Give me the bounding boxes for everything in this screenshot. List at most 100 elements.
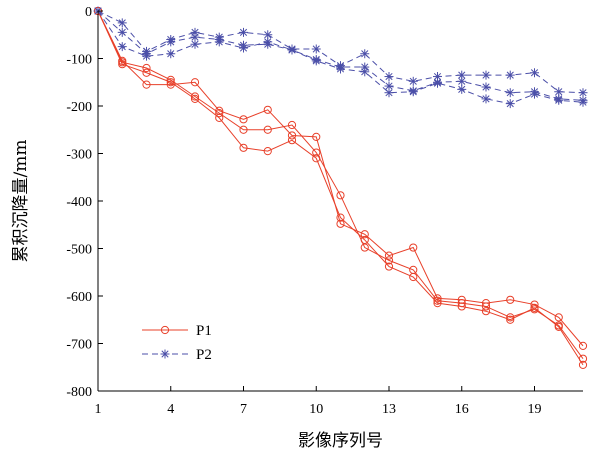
data-point xyxy=(117,27,127,37)
data-point xyxy=(481,82,491,92)
data-point xyxy=(190,39,200,49)
legend-marker xyxy=(160,349,170,359)
data-point xyxy=(287,131,297,140)
x-tick-label: 16 xyxy=(455,402,469,417)
x-tick-label: 4 xyxy=(167,402,174,417)
legend-entry-p1: P1 xyxy=(142,323,212,339)
data-point xyxy=(166,37,176,47)
legend-label: P2 xyxy=(196,347,212,363)
y-tick-label: -200 xyxy=(66,100,92,115)
data-point xyxy=(481,302,491,311)
y-tick-label: -500 xyxy=(66,243,92,258)
data-point xyxy=(239,125,248,134)
data-point xyxy=(142,63,151,73)
data-point xyxy=(239,27,248,37)
data-point xyxy=(433,296,442,305)
data-point xyxy=(214,37,224,47)
data-point xyxy=(360,49,370,59)
data-point xyxy=(190,32,200,42)
data-point xyxy=(142,51,151,61)
data-point xyxy=(433,78,442,88)
y-tick-label: -800 xyxy=(66,385,92,400)
legend: P1 P2 xyxy=(142,323,212,363)
y-tick-label: 0 xyxy=(85,5,92,20)
data-point xyxy=(239,43,248,53)
data-point xyxy=(190,94,200,103)
data-point xyxy=(457,84,467,94)
data-point xyxy=(312,154,321,163)
data-point xyxy=(481,70,491,80)
x-axis-title: 影像序列号 xyxy=(298,431,383,451)
y-tick-label: -300 xyxy=(66,148,92,163)
plot-area xyxy=(93,6,588,369)
data-point xyxy=(457,70,467,80)
data-point xyxy=(433,294,442,303)
x-tick-label: 10 xyxy=(309,402,323,417)
data-point xyxy=(505,99,515,109)
data-point xyxy=(336,213,345,222)
y-tick-label: -100 xyxy=(66,53,92,68)
data-point xyxy=(506,295,515,304)
data-point xyxy=(384,251,394,260)
data-point xyxy=(117,18,127,28)
data-point xyxy=(530,68,539,78)
series-line xyxy=(97,10,584,347)
data-point xyxy=(287,120,297,130)
data-point xyxy=(263,147,272,156)
data-point xyxy=(578,360,588,369)
data-point xyxy=(554,322,563,331)
data-point xyxy=(384,72,394,82)
data-point xyxy=(263,37,273,47)
data-point xyxy=(311,56,321,66)
series-line xyxy=(97,10,584,366)
data-point xyxy=(384,81,394,91)
data-point xyxy=(142,68,151,77)
data-point xyxy=(481,307,491,316)
y-tick-label: -400 xyxy=(66,195,92,210)
series-5 xyxy=(93,6,588,105)
data-point xyxy=(384,256,394,265)
data-point xyxy=(117,42,127,52)
data-point xyxy=(336,219,345,228)
data-point xyxy=(506,315,515,324)
x-tick-label: 7 xyxy=(240,402,247,417)
data-point xyxy=(142,80,151,89)
data-point xyxy=(578,88,588,98)
y-tick-label: -700 xyxy=(66,338,92,353)
data-point xyxy=(263,125,272,134)
data-point xyxy=(118,60,127,69)
data-point xyxy=(215,109,224,118)
data-point xyxy=(360,235,369,245)
data-point xyxy=(408,76,418,86)
data-point xyxy=(239,143,248,152)
data-point xyxy=(384,262,394,271)
data-point xyxy=(312,132,321,141)
data-point xyxy=(408,87,418,97)
data-point xyxy=(554,313,563,322)
data-point xyxy=(287,136,297,145)
data-point xyxy=(336,64,345,74)
data-point xyxy=(215,113,224,122)
data-point xyxy=(336,191,345,200)
legend-label: P1 xyxy=(196,323,212,339)
data-point xyxy=(481,94,491,104)
y-tick-label: -600 xyxy=(66,290,92,305)
data-point xyxy=(505,70,515,80)
data-point xyxy=(190,78,200,87)
series-1 xyxy=(93,6,588,350)
series-2 xyxy=(93,6,588,363)
data-point xyxy=(578,341,588,350)
data-point xyxy=(554,95,564,105)
data-point xyxy=(578,97,588,107)
data-point xyxy=(506,313,515,322)
x-tick-label: 13 xyxy=(382,402,396,417)
data-point xyxy=(166,78,175,87)
data-point xyxy=(311,44,321,54)
axes: 1 4 7 10 13 16 19 0 -100 -200 -300 -400 -500 -600 -700… xyxy=(66,5,583,417)
data-point xyxy=(505,88,515,98)
data-point xyxy=(360,67,370,77)
data-point xyxy=(530,303,539,312)
y-axis-title: 累积沉降量/mm xyxy=(11,140,31,263)
data-point xyxy=(287,45,297,55)
